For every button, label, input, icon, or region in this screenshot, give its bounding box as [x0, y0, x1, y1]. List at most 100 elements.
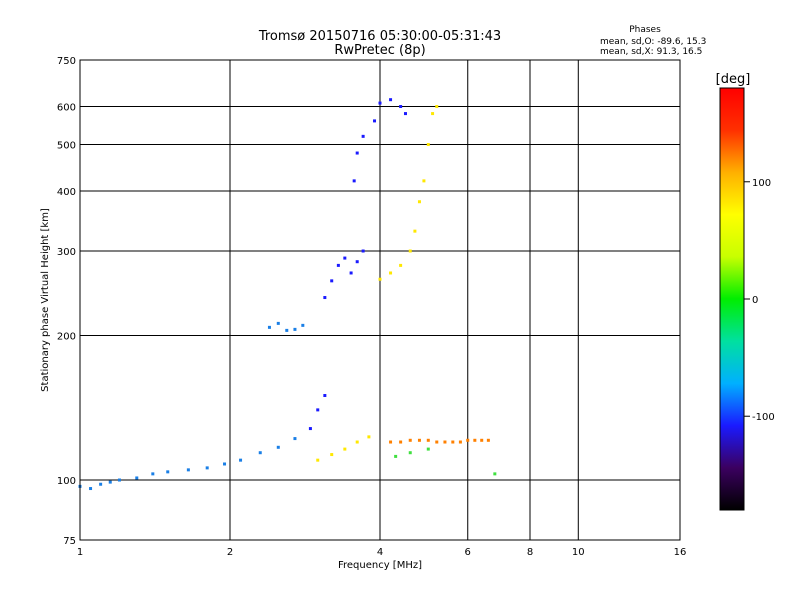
colorbar-tick-label: 100: [752, 178, 771, 189]
data-point: [426, 438, 430, 442]
data-point: [389, 271, 393, 275]
data-point: [205, 466, 209, 470]
data-point: [426, 447, 430, 451]
data-point: [166, 470, 170, 474]
plot-grid: [80, 60, 680, 540]
data-point: [399, 263, 403, 267]
x-tick-label: 1: [77, 547, 83, 558]
phase-info-o-mode: mean, sd,O: -89.6, 15.3: [600, 37, 706, 47]
colorbar-tick-label: 0: [752, 295, 758, 306]
data-point: [352, 179, 356, 183]
data-point: [276, 321, 280, 325]
data-point: [435, 105, 439, 109]
colorbar-tick-label: -100: [752, 412, 775, 423]
x-axis-label: Frequency [MHz]: [338, 560, 422, 571]
data-point: [361, 249, 365, 253]
data-point: [323, 296, 327, 300]
y-tick-labels: 75 100 200 300 400 500 600 750: [57, 56, 76, 547]
data-point: [361, 134, 365, 138]
data-point: [316, 408, 320, 412]
data-point: [223, 462, 227, 466]
data-point: [186, 468, 190, 472]
data-point: [417, 438, 421, 442]
data-point: [426, 143, 430, 147]
data-point: [451, 440, 455, 444]
data-point: [135, 476, 139, 480]
data-point: [389, 440, 393, 444]
x-tick-label: 8: [527, 547, 533, 558]
data-point: [435, 440, 439, 444]
data-point: [301, 323, 305, 327]
data-point: [293, 327, 297, 331]
x-tick-label: 6: [465, 547, 471, 558]
data-point: [258, 451, 262, 455]
data-point: [378, 101, 382, 105]
phase-info-x-mode: mean, sd,X: 91.3, 16.5: [600, 47, 702, 57]
data-point: [276, 445, 280, 449]
data-point: [399, 105, 403, 109]
data-point: [99, 482, 103, 486]
data-point: [336, 263, 340, 267]
y-tick-label: 300: [57, 247, 76, 258]
data-point: [151, 472, 155, 476]
data-point: [267, 325, 271, 329]
data-point: [443, 440, 447, 444]
data-point: [89, 487, 93, 491]
chart-title-line-2: RwPretec (8p): [334, 43, 425, 58]
y-tick-label: 200: [57, 332, 76, 343]
data-point: [399, 440, 403, 444]
y-axis-label: Stationary phase Virtual Height [km]: [40, 208, 51, 392]
data-point: [413, 229, 417, 233]
data-point: [117, 478, 121, 482]
data-point: [486, 438, 490, 442]
phase-info-title: Phases: [629, 25, 661, 35]
data-point: [343, 447, 347, 451]
data-point: [330, 279, 334, 283]
data-points: [78, 98, 497, 491]
data-point: [473, 438, 477, 442]
data-point: [367, 435, 371, 439]
y-tick-label: 600: [57, 103, 76, 114]
data-point: [355, 260, 359, 264]
data-point: [285, 328, 289, 332]
data-point: [316, 458, 320, 462]
data-point: [408, 249, 412, 253]
data-point: [343, 256, 347, 260]
data-point: [408, 438, 412, 442]
x-tick-label: 10: [572, 547, 585, 558]
data-point: [431, 112, 435, 116]
data-point: [466, 438, 470, 442]
x-tick-labels: 1 2 4 6 8 10 16: [77, 547, 687, 558]
x-tick-label: 2: [227, 547, 233, 558]
data-point: [493, 472, 497, 476]
data-point: [378, 277, 382, 281]
data-point: [480, 438, 484, 442]
data-point: [422, 179, 426, 183]
data-point: [308, 427, 312, 431]
data-point: [373, 119, 377, 123]
data-point: [355, 151, 359, 155]
data-point: [403, 112, 407, 116]
y-tick-label: 500: [57, 141, 76, 152]
y-tick-label: 100: [57, 476, 76, 487]
y-tick-label: 400: [57, 187, 76, 198]
y-tick-label: 750: [57, 56, 76, 67]
x-tick-label: 4: [377, 547, 383, 558]
data-point: [323, 394, 327, 398]
data-point: [389, 98, 393, 102]
x-tick-label: 16: [674, 547, 687, 558]
data-point: [239, 458, 243, 462]
data-point: [394, 454, 398, 458]
data-point: [417, 200, 421, 204]
data-point: [293, 437, 297, 441]
data-point: [458, 440, 462, 444]
colorbar-label: [deg]: [716, 72, 751, 87]
colorbar-ticks: 100 0 -100: [744, 178, 775, 423]
data-point: [355, 440, 359, 444]
data-point: [108, 480, 112, 484]
chart-title-line-1: Tromsø 20150716 05:30:00-05:31:43: [258, 29, 501, 44]
y-tick-label: 75: [63, 536, 76, 547]
data-point: [349, 271, 353, 275]
data-point: [408, 451, 412, 455]
